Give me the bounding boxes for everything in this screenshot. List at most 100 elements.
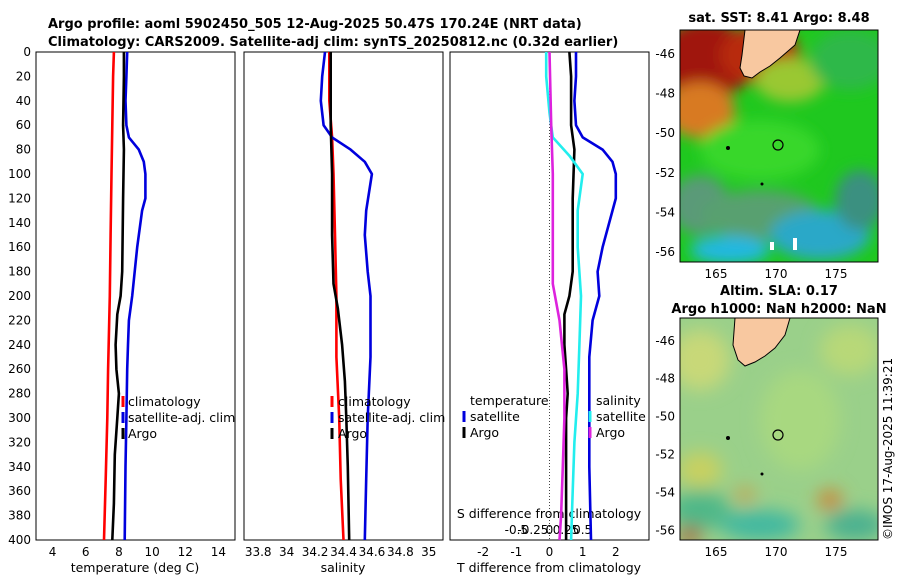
depth-tick-labels: 0 20 40 60 80 100 120 140 160 180 200 220 240 260 280 3… — [8, 45, 31, 547]
map-y-tick-label: -54 — [655, 205, 675, 219]
x-tick-label: -1 — [510, 545, 522, 559]
sst-land — [739, 30, 801, 79]
x-tick-label: -2 — [477, 545, 489, 559]
legend-label-t-argo: Argo — [470, 425, 499, 440]
sst-map-title: sat. SST: 8.41 Argo: 8.48 — [688, 11, 869, 26]
legend-label-t-satellite: satellite — [470, 409, 520, 424]
depth-tick-label: 100 — [8, 167, 31, 181]
map-y-tick-label: -46 — [655, 47, 675, 61]
difference-legend: temperature satellite Argo salinity sate… — [462, 393, 646, 440]
map-x-tick-label: 170 — [765, 545, 788, 559]
depth-tick-label: 20 — [16, 69, 31, 83]
sst-map-frame — [679, 29, 879, 263]
sla-land — [732, 318, 791, 367]
salinity-axes — [243, 51, 444, 541]
x-tick-label: 12 — [178, 545, 193, 559]
depth-tick-label: 0 — [23, 45, 31, 59]
depth-tick-label: 300 — [8, 411, 31, 425]
temperature-xlabel: temperature (deg C) — [71, 560, 200, 575]
x-tick-label: 6 — [82, 545, 90, 559]
sst-island — [760, 182, 764, 186]
depth-tick-label: 400 — [8, 533, 31, 547]
map-tick-labels: 165 170 175 -46 -48 -50 -52 -54 -56 165 170 175 -46 -… — [655, 47, 847, 559]
map-y-tick-label: -52 — [655, 166, 675, 180]
legend-label-argo: Argo — [338, 426, 367, 441]
figure-title-line1: Argo profile: aoml 5902450_505 12-Aug-20… — [48, 17, 582, 32]
depth-tick-label: 380 — [8, 509, 31, 523]
series-line-t-satellite — [573, 52, 618, 541]
x-tick-label: 0 — [546, 545, 554, 559]
temperature-axes — [35, 51, 236, 541]
depth-tick-label: 40 — [16, 94, 31, 108]
sst-nodata-patch — [770, 242, 774, 250]
s-tick-label: 0.5 — [573, 523, 592, 537]
sla-map — [679, 317, 879, 541]
salinity-legend: climatology satellite-adj. clim Argo — [330, 394, 445, 441]
series-line-satellite-adj-clim — [319, 51, 374, 541]
depth-tick-label: 180 — [8, 265, 31, 279]
sla-island — [726, 436, 730, 440]
s-tick-label: -0.5 — [505, 523, 528, 537]
s-tick-label: 0 — [546, 523, 554, 537]
map-y-tick-label: -50 — [655, 126, 675, 140]
depth-tick-label: 340 — [8, 460, 31, 474]
x-tick-label: 35 — [421, 545, 436, 559]
depth-tick-label: 280 — [8, 387, 31, 401]
series-line-argo — [329, 52, 351, 541]
x-tick-label: 2 — [612, 545, 620, 559]
depth-tick-label: 260 — [8, 362, 31, 376]
x-tick-label: 34 — [279, 545, 294, 559]
s-tick-label: -0.25 — [517, 523, 548, 537]
map-x-tick-label: 165 — [705, 267, 728, 281]
series-line-satellite-adj-clim — [123, 51, 147, 541]
sla-island — [760, 472, 764, 476]
map-x-tick-label: 170 — [765, 267, 788, 281]
difference-xlabel: T difference from climatology — [456, 560, 642, 575]
sst-map — [679, 29, 879, 263]
x-tick-label: 33.8 — [245, 545, 272, 559]
map-y-tick-label: -48 — [655, 372, 675, 386]
x-tick-label: 14 — [211, 545, 226, 559]
s-difference-label: S difference from climatology — [457, 506, 642, 521]
depth-tick-label: 220 — [8, 313, 31, 327]
watermark: ©IMOS 17-Aug-2025 11:39:21 — [881, 358, 895, 540]
depth-tick-label: 360 — [8, 484, 31, 498]
legend-label-satellite: satellite-adj. clim — [338, 410, 445, 425]
depth-tick-label: 60 — [16, 118, 31, 132]
depth-tick-label: 200 — [8, 289, 31, 303]
x-tick-label: 10 — [144, 545, 159, 559]
legend-label-climatology: climatology — [338, 394, 411, 409]
map-x-tick-label: 175 — [825, 545, 848, 559]
x-tick-label: 34.6 — [359, 545, 386, 559]
sst-island — [726, 146, 730, 150]
temperature-legend: climatology satellite-adj. clim Argo — [121, 394, 235, 441]
salinity-xlabel: salinity — [321, 560, 366, 575]
sla-map-title-line1: Altim. SLA: 0.17 — [720, 284, 838, 299]
series-line-climatology — [102, 51, 116, 541]
sla-field — [680, 325, 878, 540]
map-y-tick-label: -46 — [655, 334, 675, 348]
map-y-tick-label: -48 — [655, 86, 675, 100]
depth-tick-label: 80 — [16, 143, 31, 157]
map-x-tick-label: 165 — [705, 545, 728, 559]
map-y-tick-label: -52 — [655, 448, 675, 462]
sla-map-frame — [679, 317, 879, 541]
map-y-tick-label: -50 — [655, 410, 675, 424]
map-x-tick-label: 175 — [825, 267, 848, 281]
x-tick-label: 1 — [579, 545, 587, 559]
depth-tick-label: 240 — [8, 338, 31, 352]
map-y-tick-label: -54 — [655, 486, 675, 500]
sst-nodata-patch — [793, 238, 797, 250]
series-line-argo — [111, 52, 126, 541]
sla-map-title-line2: Argo h1000: NaN h2000: NaN — [671, 302, 886, 317]
map-y-tick-label: -56 — [655, 524, 675, 538]
x-tick-label: 4 — [49, 545, 57, 559]
depth-tick-label: 120 — [8, 191, 31, 205]
profile-series — [102, 51, 618, 541]
series-line-s-satellite — [548, 51, 566, 541]
legend-label-satellite: satellite-adj. clim — [128, 410, 235, 425]
x-tick-label: 34.4 — [330, 545, 357, 559]
x-tick-labels: 4 6 8 10 12 14 33.8 34 34.2 34.4 34.6 34.8 35 -2 -1 0 1 2… — [49, 523, 620, 559]
sst-argo-marker — [772, 139, 784, 151]
